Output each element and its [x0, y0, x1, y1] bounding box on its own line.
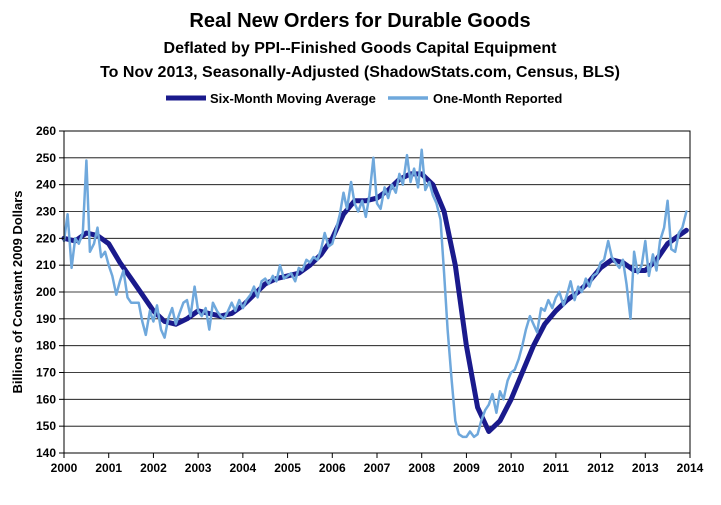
chart-subtitle-2: To Nov 2013, Seasonally-Adjusted (Shadow… — [100, 64, 620, 81]
x-tick-label: 2001 — [95, 461, 122, 475]
x-tick-label: 2010 — [498, 461, 525, 475]
y-tick-label: 200 — [36, 285, 56, 299]
x-tick-label: 2013 — [632, 461, 659, 475]
y-tick-label: 220 — [36, 231, 56, 245]
series-six-month-moving-average — [61, 171, 689, 434]
x-tick-label: 2000 — [51, 461, 78, 475]
x-tick-label: 2003 — [185, 461, 212, 475]
y-tick-label: 150 — [36, 419, 56, 433]
y-tick-label: 250 — [36, 151, 56, 165]
y-tick-label: 160 — [36, 392, 56, 406]
x-tick-label: 2012 — [587, 461, 614, 475]
x-tick-label: 2007 — [364, 461, 391, 475]
x-tick-label: 2014 — [677, 461, 704, 475]
y-tick-label: 240 — [36, 178, 56, 192]
legend-label-six-month: Six-Month Moving Average — [210, 91, 376, 106]
y-tick-label: 190 — [36, 312, 56, 326]
x-tick-label: 2006 — [319, 461, 346, 475]
x-tick-label: 2011 — [543, 461, 569, 475]
y-tick-label: 180 — [36, 339, 56, 353]
y-axis: 140 150 160 170 180 190 200 210 220 230 240 250 260 — [36, 124, 64, 460]
chart-title: Real New Orders for Durable Goods — [189, 10, 530, 32]
legend-label-one-month: One-Month Reported — [433, 91, 562, 106]
series-layer — [61, 148, 689, 439]
series-one-month-reported — [62, 148, 688, 439]
grid — [64, 130, 690, 454]
y-tick-label: 260 — [36, 124, 56, 138]
y-tick-label: 230 — [36, 205, 56, 219]
chart-subtitle-1: Deflated by PPI--Finished Goods Capital … — [164, 40, 558, 57]
legend: Six-Month Moving Average One-Month Repor… — [166, 91, 562, 106]
x-tick-label: 2002 — [140, 461, 167, 475]
x-axis: 2000 2001 2002 2003 2004 2005 2006 2007 2008 2009… — [51, 453, 704, 475]
y-tick-label: 210 — [36, 258, 56, 272]
x-tick-label: 2005 — [274, 461, 301, 475]
x-tick-label: 2008 — [408, 461, 435, 475]
y-tick-label: 170 — [36, 366, 56, 380]
x-tick-label: 2009 — [453, 461, 480, 475]
y-axis-label: Billions of Constant 2009 Dollars — [10, 191, 25, 394]
y-tick-label: 140 — [36, 446, 56, 460]
x-tick-label: 2004 — [230, 461, 257, 475]
